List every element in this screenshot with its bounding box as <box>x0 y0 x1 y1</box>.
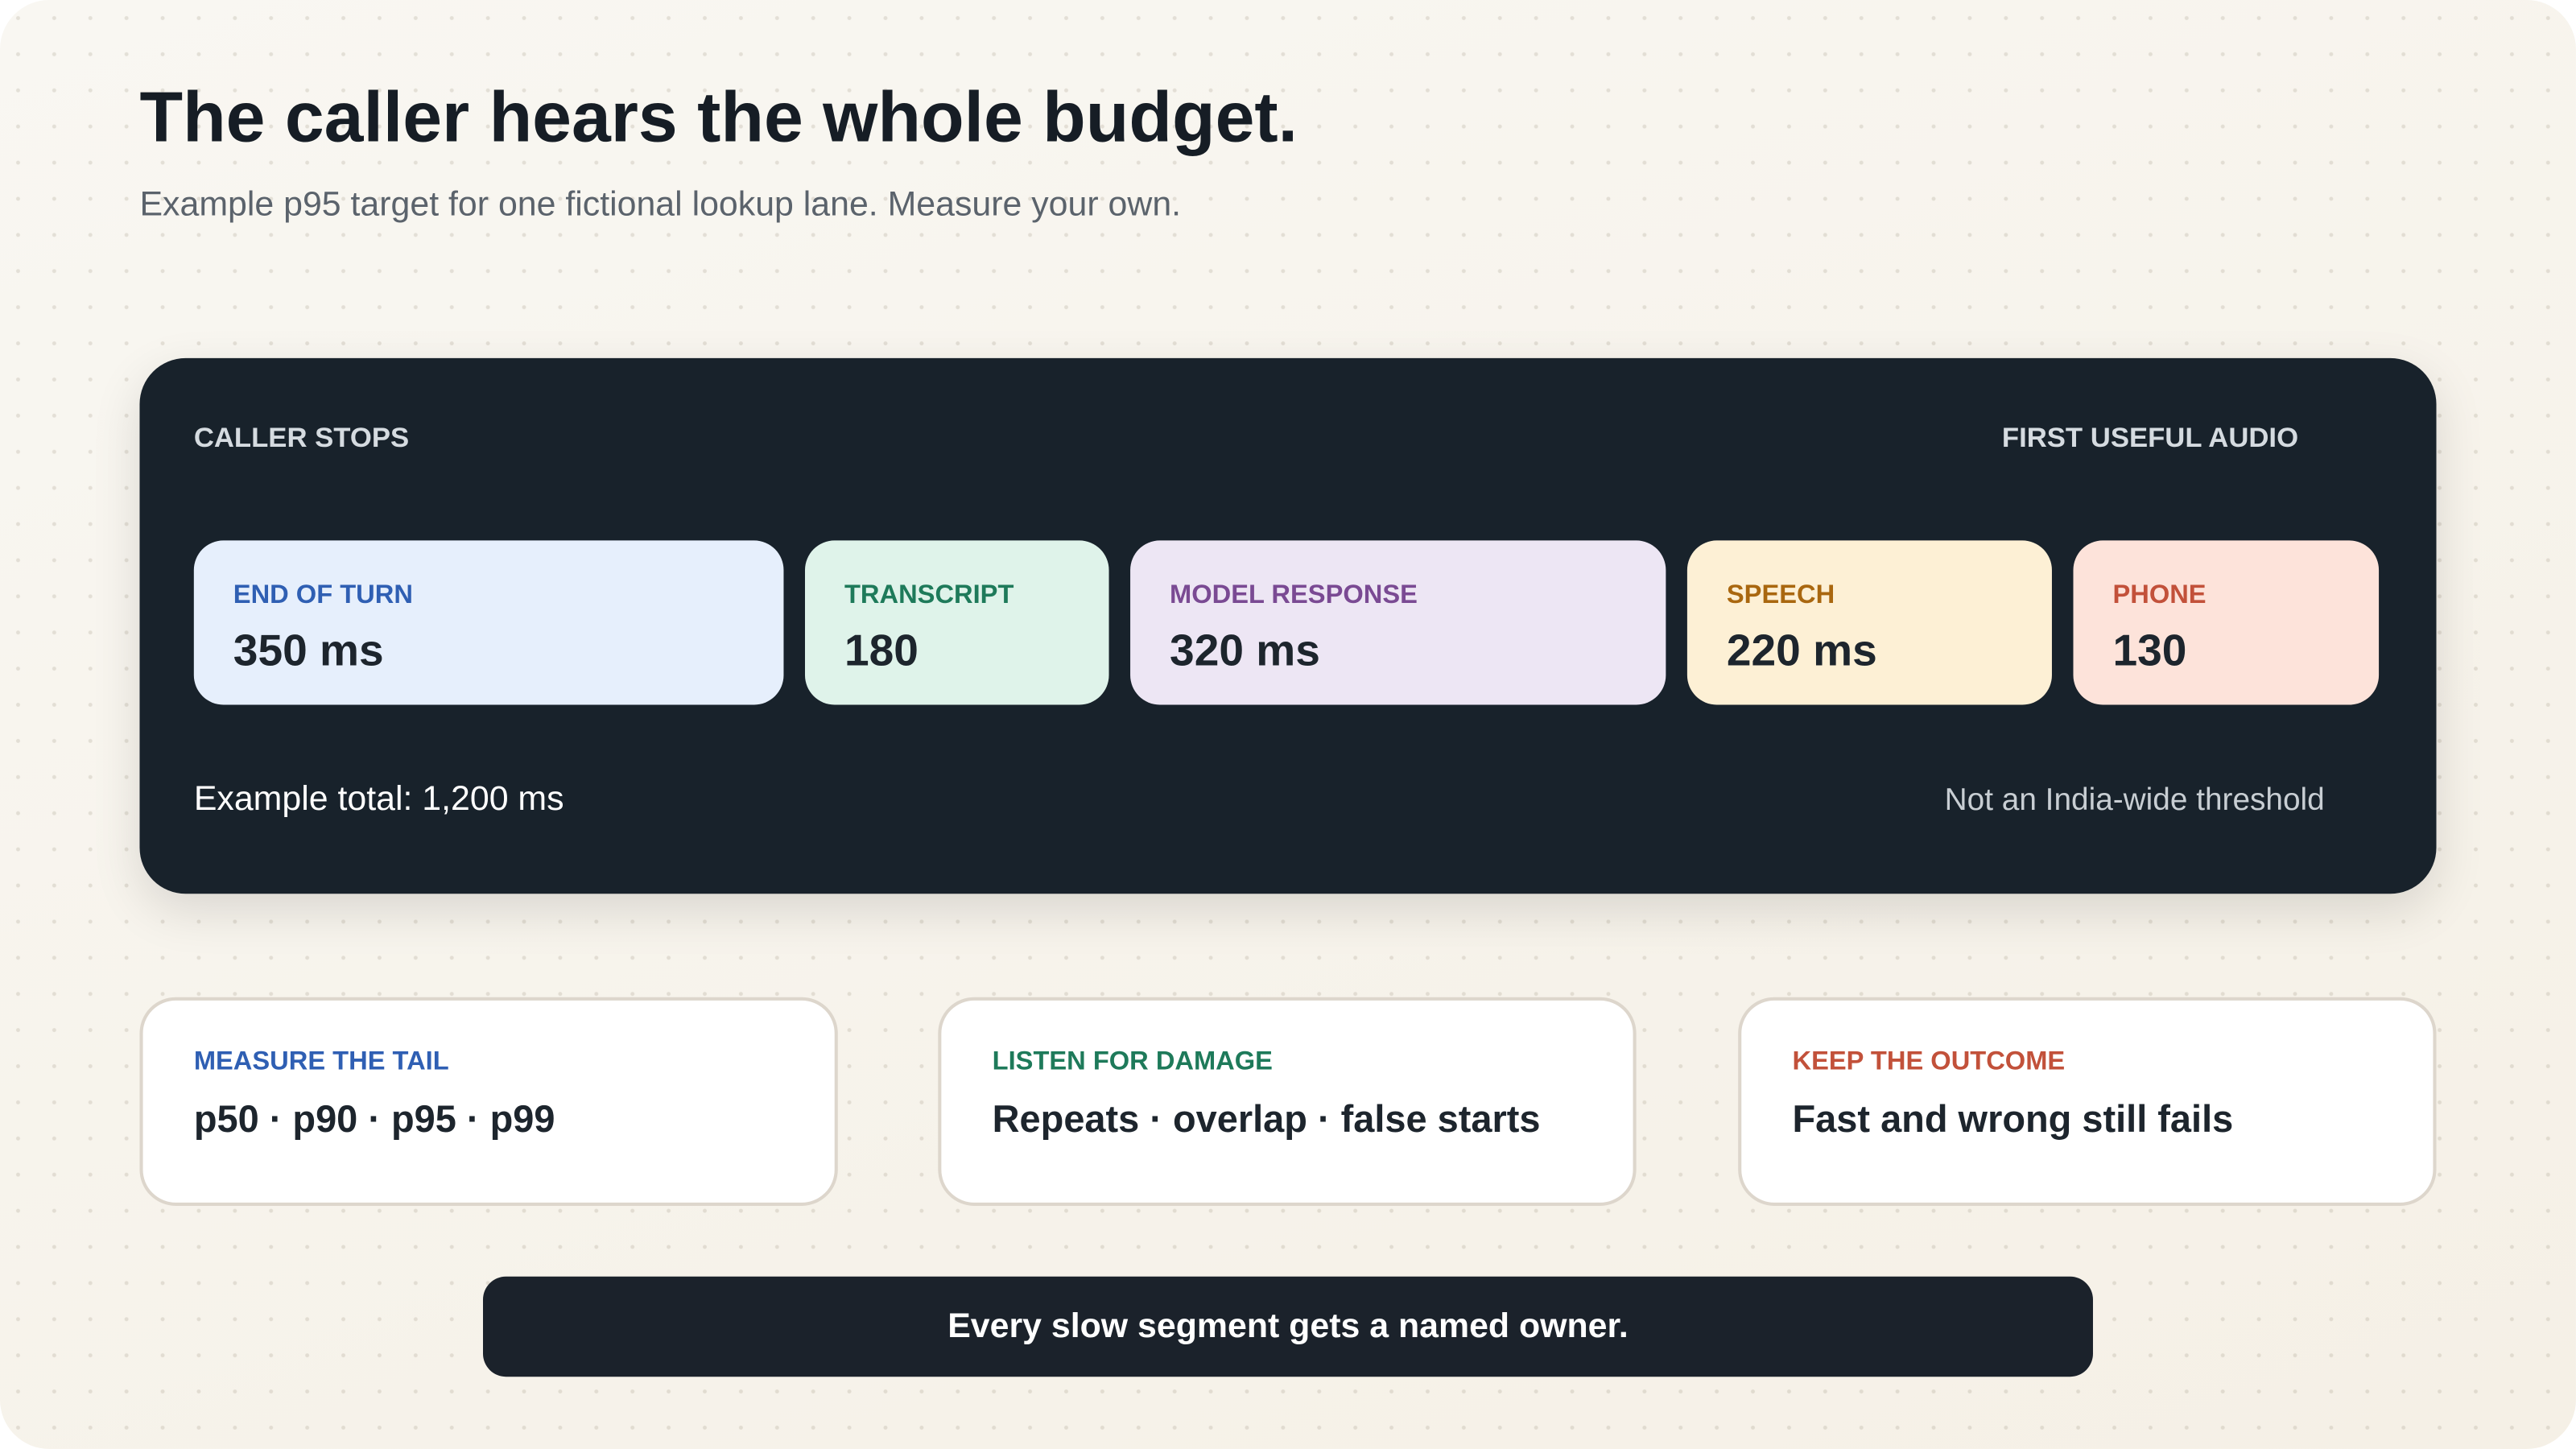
card-label: LISTEN FOR DAMAGE <box>992 1048 1273 1076</box>
card: MEASURE THE TAIL p50 · p90 · p95 · p99 <box>139 997 838 1206</box>
segment-value: 320 ms <box>1170 625 1320 675</box>
card: KEEP THE OUTCOME Fast and wrong still fai… <box>1738 997 2437 1206</box>
segment-value: 350 ms <box>233 625 384 675</box>
segment-value: 220 ms <box>1726 625 1877 675</box>
footer-banner: Every slow segment gets a named owner. <box>482 1276 2093 1377</box>
start-label: CALLER STOPS <box>193 422 410 454</box>
subtitle: Example p95 target for one fictional loo… <box>139 185 1182 224</box>
card-text: p50 · p90 · p95 · p99 <box>193 1097 555 1141</box>
segment-value: 180 <box>844 625 919 675</box>
segment-label: MODEL RESPONSE <box>1170 581 1418 610</box>
end-label: FIRST USEFUL AUDIO <box>2001 422 2299 454</box>
segments: END OF TURN 350 ms TRANSCRIPT 180 MODEL RESP… <box>193 540 2382 705</box>
card-text: Repeats · overlap · false starts <box>992 1097 1541 1141</box>
total: Example total: 1,200 ms <box>193 780 564 819</box>
card: LISTEN FOR DAMAGE Repeats · overlap · fal… <box>938 997 1637 1206</box>
segment: TRANSCRIPT 180 <box>804 540 1109 705</box>
segment-label: SPEECH <box>1726 581 1835 610</box>
segment-label: END OF TURN <box>233 581 413 610</box>
segment-label: TRANSCRIPT <box>844 581 1014 610</box>
budget-panel: CALLER STOPS FIRST USEFUL AUDIO END OF T… <box>139 357 2437 894</box>
segment: PHONE 130 <box>2073 540 2380 705</box>
segment: END OF TURN 350 ms <box>193 540 784 705</box>
segment: MODEL RESPONSE 320 ms <box>1130 540 1666 705</box>
note: Not an India-wide threshold <box>1944 783 2325 819</box>
segment-value: 130 <box>2112 625 2187 675</box>
card-text: Fast and wrong still fails <box>1792 1097 2234 1141</box>
segment-label: PHONE <box>2112 581 2207 610</box>
card-label: MEASURE THE TAIL <box>193 1048 449 1076</box>
title: The caller hears the whole budget. <box>139 78 1298 158</box>
segment: SPEECH 220 ms <box>1686 540 2052 705</box>
card-label: KEEP THE OUTCOME <box>1792 1048 2066 1076</box>
